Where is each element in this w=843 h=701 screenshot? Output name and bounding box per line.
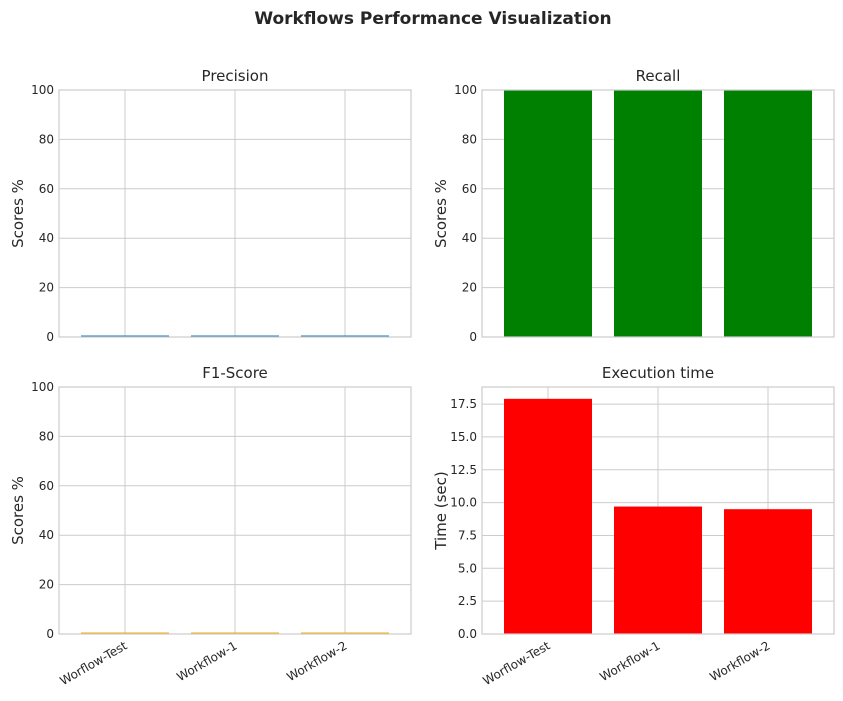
y-tick-label: 60	[39, 182, 54, 196]
y-tick-label: 0	[469, 330, 477, 344]
y-axis-label: Scores %	[9, 476, 27, 545]
y-tick-label: 15.0	[450, 430, 477, 444]
gridlines	[59, 89, 411, 338]
y-tick-label: 10.0	[450, 496, 477, 510]
bar	[614, 90, 702, 337]
y-tick-label: 40	[39, 528, 54, 542]
x-tick-label: Workflow-1	[174, 638, 239, 684]
bar	[81, 335, 169, 337]
axes-frame	[58, 386, 412, 635]
y-tick-label: 12.5	[450, 463, 477, 477]
y-tick-label: 80	[462, 132, 477, 146]
panel-title: F1-Score	[202, 364, 268, 382]
y-tick-label: 0.0	[458, 627, 477, 641]
execution-time-panel: Execution time Time (sec) 0.0 2.5 5.0 7.5 10…	[432, 364, 835, 688]
panel-title: Recall	[636, 67, 681, 85]
y-axis-label: Scores %	[432, 179, 450, 248]
y-tick-label: 40	[39, 231, 54, 245]
axes-frame	[58, 89, 412, 338]
y-axis-label: Time (sec)	[432, 471, 450, 550]
recall-panel: Recall Scores % 0 20 40 60 80 100	[432, 67, 835, 344]
bar	[81, 632, 169, 634]
y-tick-label: 17.5	[450, 397, 477, 411]
y-tick-label: 5.0	[458, 561, 477, 575]
x-tick-label: Workflow-2	[707, 638, 772, 684]
y-tick-label: 0	[46, 627, 54, 641]
bar	[301, 632, 389, 634]
bar	[301, 335, 389, 337]
axes-frame	[481, 386, 835, 635]
bar	[504, 90, 592, 337]
y-tick-label: 7.5	[458, 528, 477, 542]
y-tick-label: 80	[39, 132, 54, 146]
bar	[191, 335, 279, 337]
y-tick-label: 40	[462, 231, 477, 245]
y-tick-label: 100	[31, 83, 54, 97]
precision-panel: Precision Scores % 0 20 40 60 80 100	[9, 67, 412, 344]
bar	[614, 506, 702, 634]
panel-title: Precision	[202, 67, 269, 85]
axes-frame	[481, 89, 835, 338]
bar	[724, 509, 812, 634]
y-tick-label: 80	[39, 429, 54, 443]
y-tick-label: 20	[39, 281, 54, 295]
y-tick-label: 20	[39, 578, 54, 592]
y-tick-label: 100	[31, 380, 54, 394]
x-tick-label: Workflow-1	[597, 638, 662, 684]
y-tick-label: 60	[39, 479, 54, 493]
x-tick-label: Worflow-Test	[58, 638, 130, 688]
figure-title: Workflows Performance Visualization	[254, 9, 611, 29]
bar	[504, 398, 592, 634]
bar	[191, 632, 279, 634]
y-tick-label: 0	[46, 330, 54, 344]
y-axis-label: Scores %	[9, 179, 27, 248]
x-tick-label: Worflow-Test	[481, 638, 553, 688]
y-tick-label: 100	[454, 83, 477, 97]
y-tick-label: 2.5	[458, 594, 477, 608]
f1-score-panel: F1-Score Scores % 0 20 40 60 80 100 Worflow-Te…	[9, 364, 412, 688]
x-tick-label: Workflow-2	[284, 638, 349, 684]
y-tick-label: 20	[462, 281, 477, 295]
gridlines	[59, 386, 411, 635]
y-tick-label: 60	[462, 182, 477, 196]
bar	[724, 90, 812, 337]
panel-title: Execution time	[602, 364, 714, 382]
